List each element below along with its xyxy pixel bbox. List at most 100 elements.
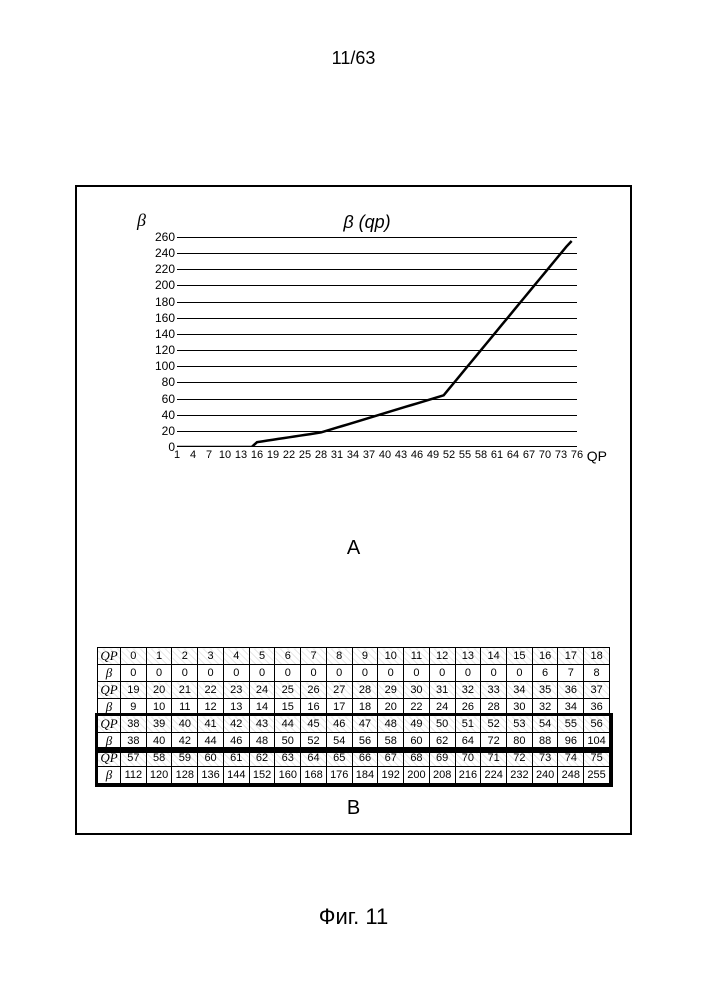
table-cell: 80: [507, 733, 533, 750]
table-cell: 0: [223, 665, 249, 682]
table-cell: 7: [558, 665, 584, 682]
table-cell: 58: [146, 750, 172, 767]
table-cell: 13: [455, 648, 481, 665]
table-cell: 38: [121, 733, 147, 750]
table-cell: 74: [558, 750, 584, 767]
x-tick-label: 13: [235, 449, 247, 461]
x-tick-label: 19: [267, 449, 279, 461]
table-cell: 224: [481, 767, 507, 784]
table-cell: 40: [146, 733, 172, 750]
table-cell: 20: [146, 682, 172, 699]
y-tick-label: 200: [145, 278, 175, 292]
table-cell: 128: [172, 767, 198, 784]
table-cell: 15: [507, 648, 533, 665]
table-cell: 26: [301, 682, 327, 699]
x-tick-label: 49: [427, 449, 439, 461]
table-cell: 38: [121, 716, 147, 733]
table-cell: 72: [481, 733, 507, 750]
table-cell: 48: [378, 716, 404, 733]
table-cell: 0: [121, 665, 147, 682]
table-cell: 52: [481, 716, 507, 733]
table-cell: 232: [507, 767, 533, 784]
row-header-beta: β: [98, 733, 121, 750]
table-cell: 21: [172, 682, 198, 699]
table-cell: 62: [249, 750, 275, 767]
table-cell: 64: [455, 733, 481, 750]
table-cell: 25: [275, 682, 301, 699]
table-cell: 44: [198, 733, 224, 750]
table-cell: 39: [146, 716, 172, 733]
y-axis-label: β: [137, 210, 146, 231]
row-header-beta: β: [98, 699, 121, 716]
x-tick-label: 16: [251, 449, 263, 461]
x-tick-label: 22: [283, 449, 295, 461]
table-cell: 11: [172, 699, 198, 716]
table-cell: 57: [121, 750, 147, 767]
table-cell: 96: [558, 733, 584, 750]
table-cell: 17: [558, 648, 584, 665]
table-cell: 35: [532, 682, 558, 699]
x-tick-label: 34: [347, 449, 359, 461]
table-cell: 27: [326, 682, 352, 699]
y-tick-label: 240: [145, 246, 175, 260]
table-cell: 26: [455, 699, 481, 716]
table-cell: 46: [326, 716, 352, 733]
row-header-beta: β: [98, 665, 121, 682]
table-cell: 2: [172, 648, 198, 665]
row-header-beta: β: [98, 767, 121, 784]
table-cell: 8: [584, 665, 610, 682]
table-cell: 68: [404, 750, 430, 767]
table-cell: 11: [404, 648, 430, 665]
table-cell: 50: [429, 716, 455, 733]
y-tick-label: 140: [145, 327, 175, 341]
x-tick-label: 73: [555, 449, 567, 461]
table-cell: 10: [378, 648, 404, 665]
table-cell: 43: [249, 716, 275, 733]
x-tick-label: 37: [363, 449, 375, 461]
plot-area: QP 020406080100120140160180200220240260: [177, 237, 577, 447]
table-cell: 47: [352, 716, 378, 733]
x-tick-labels: 1471013161922252831343740434649525558616…: [177, 447, 577, 463]
table-cell: 3: [198, 648, 224, 665]
table-cell: 23: [223, 682, 249, 699]
x-tick-label: 28: [315, 449, 327, 461]
table-cell: 0: [249, 665, 275, 682]
table-cell: 40: [172, 716, 198, 733]
y-tick-label: 180: [145, 295, 175, 309]
table-cell: 7: [301, 648, 327, 665]
table-cell: 104: [584, 733, 610, 750]
table-cell: 0: [301, 665, 327, 682]
table-cell: 152: [249, 767, 275, 784]
table-cell: 0: [121, 648, 147, 665]
table-cell: 31: [429, 682, 455, 699]
table-cell: 6: [532, 665, 558, 682]
table-cell: 30: [507, 699, 533, 716]
table-cell: 42: [172, 733, 198, 750]
x-tick-label: 43: [395, 449, 407, 461]
x-tick-label: 4: [190, 449, 196, 461]
table-cell: 60: [198, 750, 224, 767]
x-tick-label: 40: [379, 449, 391, 461]
x-tick-label: 58: [475, 449, 487, 461]
table-cell: 33: [481, 682, 507, 699]
table-cell: 0: [404, 665, 430, 682]
table-cell: 42: [223, 716, 249, 733]
table-cell: 17: [326, 699, 352, 716]
y-tick-label: 60: [145, 392, 175, 406]
table-cell: 67: [378, 750, 404, 767]
table-cell: 14: [249, 699, 275, 716]
table-cell: 168: [301, 767, 327, 784]
table-cell: 65: [326, 750, 352, 767]
x-tick-label: 61: [491, 449, 503, 461]
table-cell: 69: [429, 750, 455, 767]
table-cell: 88: [532, 733, 558, 750]
table-cell: 22: [198, 682, 224, 699]
table-cell: 60: [404, 733, 430, 750]
table-cell: 112: [121, 767, 147, 784]
y-tick-label: 120: [145, 343, 175, 357]
table-cell: 73: [532, 750, 558, 767]
table-cell: 34: [558, 699, 584, 716]
row-header-qp: QP: [98, 682, 121, 699]
table-cell: 0: [275, 665, 301, 682]
table-cell: 36: [558, 682, 584, 699]
